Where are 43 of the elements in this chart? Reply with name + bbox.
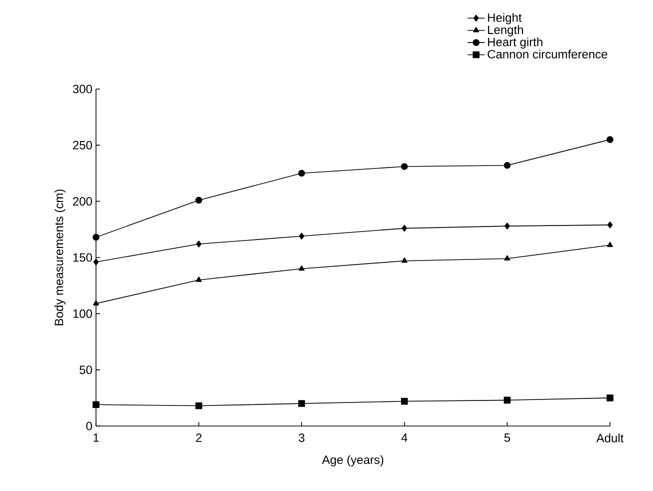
- x-tick-label: 4: [401, 434, 408, 442]
- point: [93, 300, 99, 306]
- legend-label: Heart girth: [488, 37, 542, 49]
- y-tick-label: 250: [73, 140, 92, 150]
- y-tick-label: 50: [80, 366, 92, 374]
- point: [401, 257, 408, 263]
- point: [92, 234, 100, 241]
- point: [607, 222, 613, 228]
- x-tick-label: 3: [298, 434, 304, 442]
- point: [196, 276, 202, 282]
- legend-label: Height: [488, 13, 522, 24]
- point: [93, 258, 99, 266]
- point: [92, 401, 100, 408]
- x-tick-label: Adult: [596, 434, 624, 442]
- y-tick-label: 200: [73, 197, 92, 206]
- x-axis-title: Age (years): [322, 455, 384, 466]
- point: [298, 265, 305, 271]
- x-tick-label: 5: [504, 434, 510, 442]
- point: [504, 162, 511, 169]
- point: [504, 255, 510, 261]
- point: [401, 398, 408, 405]
- x-tick-label: 2: [196, 434, 202, 442]
- legend-label: Cannon circumference: [488, 50, 608, 58]
- y-tick-label: 150: [73, 253, 92, 262]
- y-axis-title: Body measurements (cm): [54, 190, 66, 326]
- point: [606, 136, 614, 143]
- point: [298, 232, 304, 240]
- point: [298, 400, 306, 407]
- point: [606, 394, 614, 402]
- y-tick-label: 0: [86, 422, 92, 430]
- point: [401, 163, 408, 170]
- point: [504, 222, 510, 230]
- point: [607, 242, 614, 248]
- x-tick-label: 1: [94, 434, 99, 442]
- point: [196, 240, 202, 248]
- legend-label: Length: [488, 25, 523, 36]
- point: [195, 196, 202, 204]
- point: [504, 396, 511, 404]
- y-tick-label: 100: [73, 309, 92, 318]
- point: [298, 170, 306, 177]
- y-tick-label: 300: [72, 84, 92, 94]
- point: [195, 402, 202, 410]
- point: [402, 224, 408, 232]
